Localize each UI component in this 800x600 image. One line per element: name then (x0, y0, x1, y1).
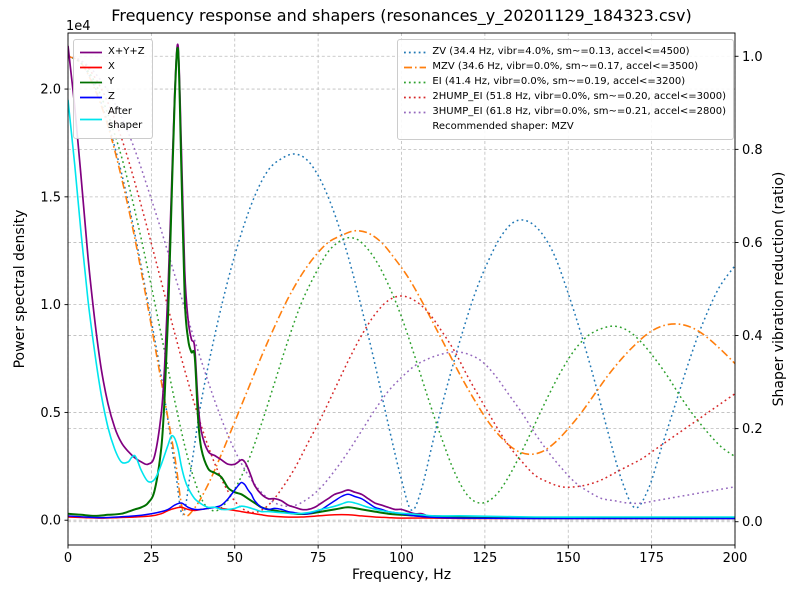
svg-text:125: 125 (472, 551, 497, 566)
svg-text:200: 200 (723, 551, 748, 566)
series-zv (68, 55, 735, 516)
recommended-shaper-note-line-swatch (403, 122, 427, 133)
series-mzv (68, 55, 735, 517)
svg-text:175: 175 (639, 551, 664, 566)
chart-title: Frequency response and shapers (resonanc… (111, 6, 692, 25)
legend-label: ZV (34.4 Hz, vibr=4.0%, sm~=0.13, accel<… (432, 46, 690, 57)
legend-label: X (108, 61, 115, 72)
legend-label: Recommended shaper: MZV (432, 121, 574, 132)
legend-label: Z (108, 91, 115, 102)
svg-text:2.0: 2.0 (40, 83, 61, 98)
svg-text:0.0: 0.0 (40, 514, 61, 529)
legend-item-sum: X+Y+Z (79, 45, 145, 59)
svg-text:0.0: 0.0 (742, 515, 763, 530)
svg-text:0.2: 0.2 (742, 422, 763, 437)
svg-text:25: 25 (143, 551, 160, 566)
legend-label: X+Y+Z (108, 46, 145, 57)
svg-text:50: 50 (226, 551, 243, 566)
x-line-swatch (80, 66, 102, 68)
legend-item-ei: EI (41.4 Hz, vibr=0.0%, sm~=0.19, accel<… (403, 75, 726, 89)
svg-text:1.0: 1.0 (742, 50, 763, 65)
legend-item-after_shaper: After shaper (79, 105, 145, 133)
legend-item-x: X (79, 60, 145, 74)
svg-text:75: 75 (310, 551, 327, 566)
legend-item-2hump_ei: 2HUMP_EI (51.8 Hz, vibr=0.0%, sm~=0.20, … (403, 90, 726, 104)
svg-text:0.8: 0.8 (742, 143, 763, 158)
2hump_ei-line-swatch (404, 96, 427, 98)
series-3hump_ei (68, 55, 735, 508)
legend-label: After shaper (108, 106, 143, 131)
y-axis-offset-label: 1e4 (66, 19, 91, 34)
sum-line-swatch (80, 51, 102, 53)
series-2hump_ei (68, 55, 735, 514)
tick-labels: 0 25 50 75 100 125 150 175 200 0.0 0.5 1.0 1.5 2.0 0.0… (40, 50, 762, 566)
legend-label: EI (41.4 Hz, vibr=0.0%, sm~=0.19, accel<… (432, 76, 686, 87)
series-after_shaper (68, 99, 735, 518)
legend-item-z: Z (79, 90, 145, 104)
legend-item-y: Y (79, 75, 145, 89)
series-y (68, 46, 735, 520)
legend-item-zv: ZV (34.4 Hz, vibr=4.0%, sm~=0.13, accel<… (403, 45, 726, 59)
svg-text:0: 0 (64, 551, 72, 566)
series-x (68, 506, 735, 520)
legend-label: Y (108, 76, 115, 87)
svg-text:0.5: 0.5 (40, 406, 61, 421)
ei-line-swatch (404, 81, 427, 83)
legend-item-recommended-shaper-note: Recommended shaper: MZV (403, 120, 726, 134)
z-line-swatch (80, 96, 102, 98)
svg-text:100: 100 (389, 551, 414, 566)
y-axis-label-right: Shaper vibration reduction (ratio) (771, 171, 787, 407)
mzv-line-swatch (404, 66, 427, 68)
series-sum (68, 43, 735, 519)
y-axis-label-left: Power spectral density (12, 209, 28, 369)
x-axis-label: Frequency, Hz (351, 567, 452, 583)
legend-psd: X+Y+Z X Y Z After shaper (73, 39, 153, 139)
tick-marks (64, 55, 739, 549)
svg-text:1.0: 1.0 (40, 298, 61, 313)
3hump_ei-line-swatch (404, 111, 427, 113)
legend-shapers: ZV (34.4 Hz, vibr=4.0%, sm~=0.13, accel<… (397, 39, 734, 140)
legend-label: 2HUMP_EI (51.8 Hz, vibr=0.0%, sm~=0.20, … (432, 91, 726, 102)
svg-text:0.6: 0.6 (742, 236, 763, 251)
y-line-swatch (80, 81, 102, 83)
curves (68, 43, 735, 520)
series-ei (68, 55, 735, 512)
legend-label: MZV (34.6 Hz, vibr=0.0%, sm~=0.17, accel… (432, 61, 699, 72)
legend-item-3hump_ei: 3HUMP_EI (61.8 Hz, vibr=0.0%, sm~=0.21, … (403, 105, 726, 119)
legend-label: 3HUMP_EI (61.8 Hz, vibr=0.0%, sm~=0.21, … (432, 106, 726, 117)
legend-item-mzv: MZV (34.6 Hz, vibr=0.0%, sm~=0.17, accel… (403, 60, 726, 74)
after_shaper-line-swatch (80, 118, 102, 120)
svg-text:150: 150 (556, 551, 581, 566)
svg-text:0.4: 0.4 (742, 329, 763, 344)
svg-text:1.5: 1.5 (40, 190, 61, 205)
zv-line-swatch (404, 51, 427, 53)
